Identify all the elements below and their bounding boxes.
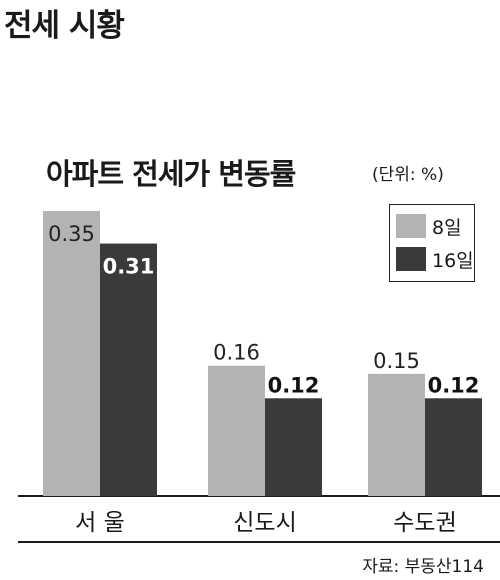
chart-title: 아파트 전세가 변동률 <box>46 157 296 191</box>
bar-8-0 <box>43 211 100 496</box>
bar-8-2 <box>368 373 425 496</box>
bar-16-0 <box>100 243 157 496</box>
data-label-8-2: 0.15 <box>373 349 420 373</box>
data-label-16-0: 0.31 <box>103 255 155 279</box>
data-label-16-1: 0.12 <box>268 373 320 397</box>
legend-item-8: 8일 <box>396 214 462 239</box>
bar-16-1 <box>265 398 322 496</box>
legend-label-8: 8일 <box>432 216 462 239</box>
page-heading: 전세 시황 <box>4 8 125 44</box>
chart-unit: (단위: %) <box>372 165 444 185</box>
data-label-8-0: 0.35 <box>48 222 95 246</box>
legend-label-16: 16일 <box>432 249 474 272</box>
data-label-8-1: 0.16 <box>213 341 260 365</box>
source-note: 자료: 부동산114 <box>362 557 484 577</box>
category-label-1: 신도시 <box>233 510 296 536</box>
legend-swatch-8 <box>396 214 426 238</box>
legend-swatch-16 <box>396 247 426 271</box>
category-label-0: 서 울 <box>75 510 125 536</box>
bar-8-1 <box>208 365 265 496</box>
legend-item-16: 16일 <box>396 247 474 272</box>
category-label-2: 수도권 <box>393 510 456 536</box>
data-label-16-2: 0.12 <box>428 373 480 397</box>
legend: 8일 16일 <box>389 204 475 282</box>
bar-16-2 <box>425 398 482 496</box>
